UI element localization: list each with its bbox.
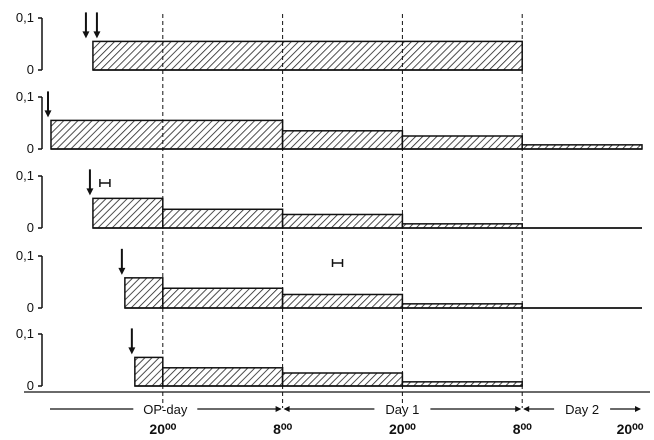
time-tick-label: 20⁰⁰ bbox=[617, 421, 644, 437]
time-tick-label: 8⁰⁰ bbox=[513, 421, 532, 437]
time-tick-label: 8⁰⁰ bbox=[273, 421, 292, 437]
bar-step bbox=[281, 293, 404, 309]
bar-step bbox=[281, 130, 404, 150]
panel-3: 0,10 bbox=[16, 168, 642, 235]
time-tick-label: 20⁰⁰ bbox=[389, 421, 416, 437]
arrow-icon bbox=[82, 12, 90, 39]
chart-panels: 0,100,100,100,100,10 bbox=[16, 10, 643, 393]
bar-step bbox=[162, 287, 284, 309]
panel-2: 0,10 bbox=[16, 89, 643, 156]
arrow-icon bbox=[86, 169, 94, 196]
y-tick-label: 0 bbox=[27, 300, 34, 315]
time-tick-label: 20⁰⁰ bbox=[149, 421, 176, 437]
bar-step bbox=[162, 208, 284, 229]
y-tick-label: 0,1 bbox=[16, 326, 34, 341]
panel-5: 0,10 bbox=[16, 326, 523, 393]
period-span: OP-day bbox=[50, 402, 282, 417]
y-tick-label: 0 bbox=[27, 378, 34, 393]
period-span: Day 1 bbox=[283, 402, 522, 417]
period-label: Day 1 bbox=[385, 402, 419, 417]
arrow-icon bbox=[93, 12, 101, 39]
error-bar bbox=[331, 259, 344, 267]
panel-1: 0,10 bbox=[16, 10, 523, 77]
y-tick-label: 0,1 bbox=[16, 168, 34, 183]
arrow-icon bbox=[128, 328, 136, 355]
y-tick-label: 0,1 bbox=[16, 10, 34, 25]
bar-step bbox=[92, 40, 523, 71]
bar-step bbox=[281, 213, 404, 229]
y-tick-label: 0 bbox=[27, 141, 34, 156]
y-tick-label: 0 bbox=[27, 220, 34, 235]
bar-step bbox=[281, 372, 404, 387]
period-label: Day 2 bbox=[565, 402, 599, 417]
bar-step bbox=[134, 356, 164, 387]
y-tick-label: 0 bbox=[27, 62, 34, 77]
bar-step bbox=[162, 367, 284, 387]
bar-step bbox=[124, 277, 164, 309]
time-axis: OP-day Day 1 Day 2 20⁰⁰ 8⁰⁰ 20⁰⁰ 8⁰⁰ 20⁰⁰ bbox=[24, 391, 650, 437]
y-tick-label: 0,1 bbox=[16, 248, 34, 263]
bar-step bbox=[92, 197, 164, 229]
period-span: Day 2 bbox=[523, 402, 641, 417]
error-bar bbox=[99, 179, 111, 187]
bar-step bbox=[50, 119, 284, 150]
panel-4: 0,10 bbox=[16, 248, 642, 315]
bar-step bbox=[401, 135, 523, 150]
arrow-icon bbox=[44, 91, 52, 118]
time-guides bbox=[162, 14, 523, 408]
arrow-icon bbox=[118, 248, 126, 275]
y-tick-label: 0,1 bbox=[16, 89, 34, 104]
period-label: OP-day bbox=[143, 402, 188, 417]
